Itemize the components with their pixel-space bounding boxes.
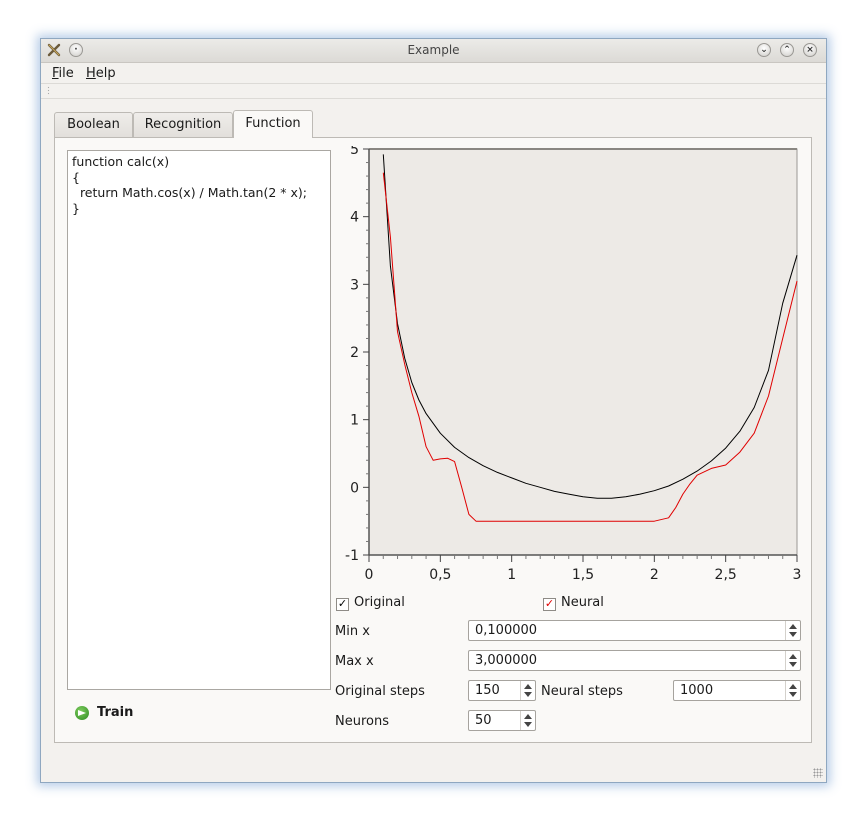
x-tick-label: 1,5 (572, 567, 594, 583)
min-x-value: 0,100000 (475, 623, 538, 638)
y-tick-label: 1 (350, 413, 359, 429)
menu-help[interactable]: Help (86, 66, 116, 81)
original-checkbox-box[interactable]: ✓ (336, 597, 349, 611)
menu-file-label: ile (58, 66, 74, 81)
app-icon[interactable] (47, 43, 61, 57)
max-x-spinner[interactable] (785, 651, 800, 670)
original-steps-label: Original steps (335, 684, 425, 699)
toolbar (41, 83, 826, 99)
neural-checkbox-box[interactable]: ✓ (543, 597, 556, 611)
neural-steps-input[interactable]: 1000 (673, 680, 801, 701)
menu-file-mnemonic: F (52, 66, 59, 81)
play-icon (75, 706, 89, 720)
minimize-button[interactable]: ⌄ (757, 43, 771, 57)
original-checkbox-label: Original (354, 595, 405, 610)
title-bar[interactable]: · Example ⌄ ⌃ × (41, 39, 826, 63)
min-x-label: Min x (335, 624, 370, 639)
spin-down-icon[interactable] (789, 662, 797, 667)
x-tick-label: 3 (793, 567, 802, 583)
y-tick-label: 3 (350, 277, 359, 293)
y-tick-label: 2 (350, 345, 359, 361)
tab-function[interactable]: Function (233, 110, 313, 138)
spin-down-icon[interactable] (789, 692, 797, 697)
max-x-value: 3,000000 (475, 653, 538, 668)
original-steps-input[interactable]: 150 (468, 680, 536, 701)
neural-steps-spinner[interactable] (785, 681, 800, 700)
status-bar (41, 759, 826, 781)
menu-file[interactable]: File (52, 66, 74, 81)
close-button[interactable]: × (803, 43, 817, 57)
y-tick-label: -1 (345, 548, 359, 564)
neural-checkbox-label: Neural (561, 595, 604, 610)
y-tick-label: 4 (350, 210, 359, 226)
spin-up-icon[interactable] (524, 684, 532, 689)
x-tick-label: 0 (365, 567, 374, 583)
neurons-value: 50 (475, 713, 492, 728)
series-line-original (382, 154, 798, 499)
app-window: · Example ⌄ ⌃ × File Help Boolean Recogn… (40, 38, 827, 783)
neurons-spinner[interactable] (520, 711, 535, 730)
code-editor[interactable]: function calc(x) { return Math.cos(x) / … (67, 150, 331, 690)
tab-recognition[interactable]: Recognition (133, 112, 233, 137)
neural-steps-value: 1000 (680, 683, 714, 698)
neurons-input[interactable]: 50 (468, 710, 536, 731)
max-x-input[interactable]: 3,000000 (468, 650, 801, 671)
function-tab-panel: function calc(x) { return Math.cos(x) / … (54, 137, 812, 743)
x-tick-label: 2,5 (715, 567, 737, 583)
min-x-spinner[interactable] (785, 621, 800, 640)
neural-steps-label: Neural steps (541, 684, 623, 699)
series-line-neural (382, 172, 798, 522)
train-label: Train (97, 705, 134, 720)
x-tick-label: 0,5 (429, 567, 451, 583)
original-checkbox[interactable]: ✓ Original (336, 595, 405, 611)
spin-up-icon[interactable] (789, 624, 797, 629)
y-tick-label: 0 (350, 480, 359, 496)
menu-help-mnemonic: H (86, 66, 96, 81)
spin-up-icon[interactable] (789, 684, 797, 689)
menu-bar: File Help (41, 63, 826, 83)
window-title: Example (407, 43, 460, 57)
original-steps-spinner[interactable] (520, 681, 535, 700)
maximize-button[interactable]: ⌃ (780, 43, 794, 57)
window-menu-button[interactable]: · (69, 43, 83, 57)
original-steps-value: 150 (475, 683, 500, 698)
max-x-label: Max x (335, 654, 374, 669)
neurons-label: Neurons (335, 714, 389, 729)
min-x-input[interactable]: 0,100000 (468, 620, 801, 641)
spin-down-icon[interactable] (524, 722, 532, 727)
neural-checkbox[interactable]: ✓ Neural (543, 595, 604, 611)
spin-down-icon[interactable] (789, 632, 797, 637)
plot-area (368, 148, 798, 556)
spin-up-icon[interactable] (789, 654, 797, 659)
x-tick-label: 2 (650, 567, 659, 583)
resize-grip[interactable] (813, 768, 823, 778)
spin-down-icon[interactable] (524, 692, 532, 697)
y-tick-label: 5 (350, 146, 359, 158)
spin-up-icon[interactable] (524, 714, 532, 719)
function-chart: -1 0 1 2 3 4 5 0 0,5 1 1,5 2 2,5 3 (345, 146, 802, 583)
tab-boolean[interactable]: Boolean (54, 112, 133, 137)
menu-help-label: elp (95, 66, 116, 81)
x-tick-label: 1 (507, 567, 516, 583)
toolbar-grip[interactable] (47, 86, 50, 95)
